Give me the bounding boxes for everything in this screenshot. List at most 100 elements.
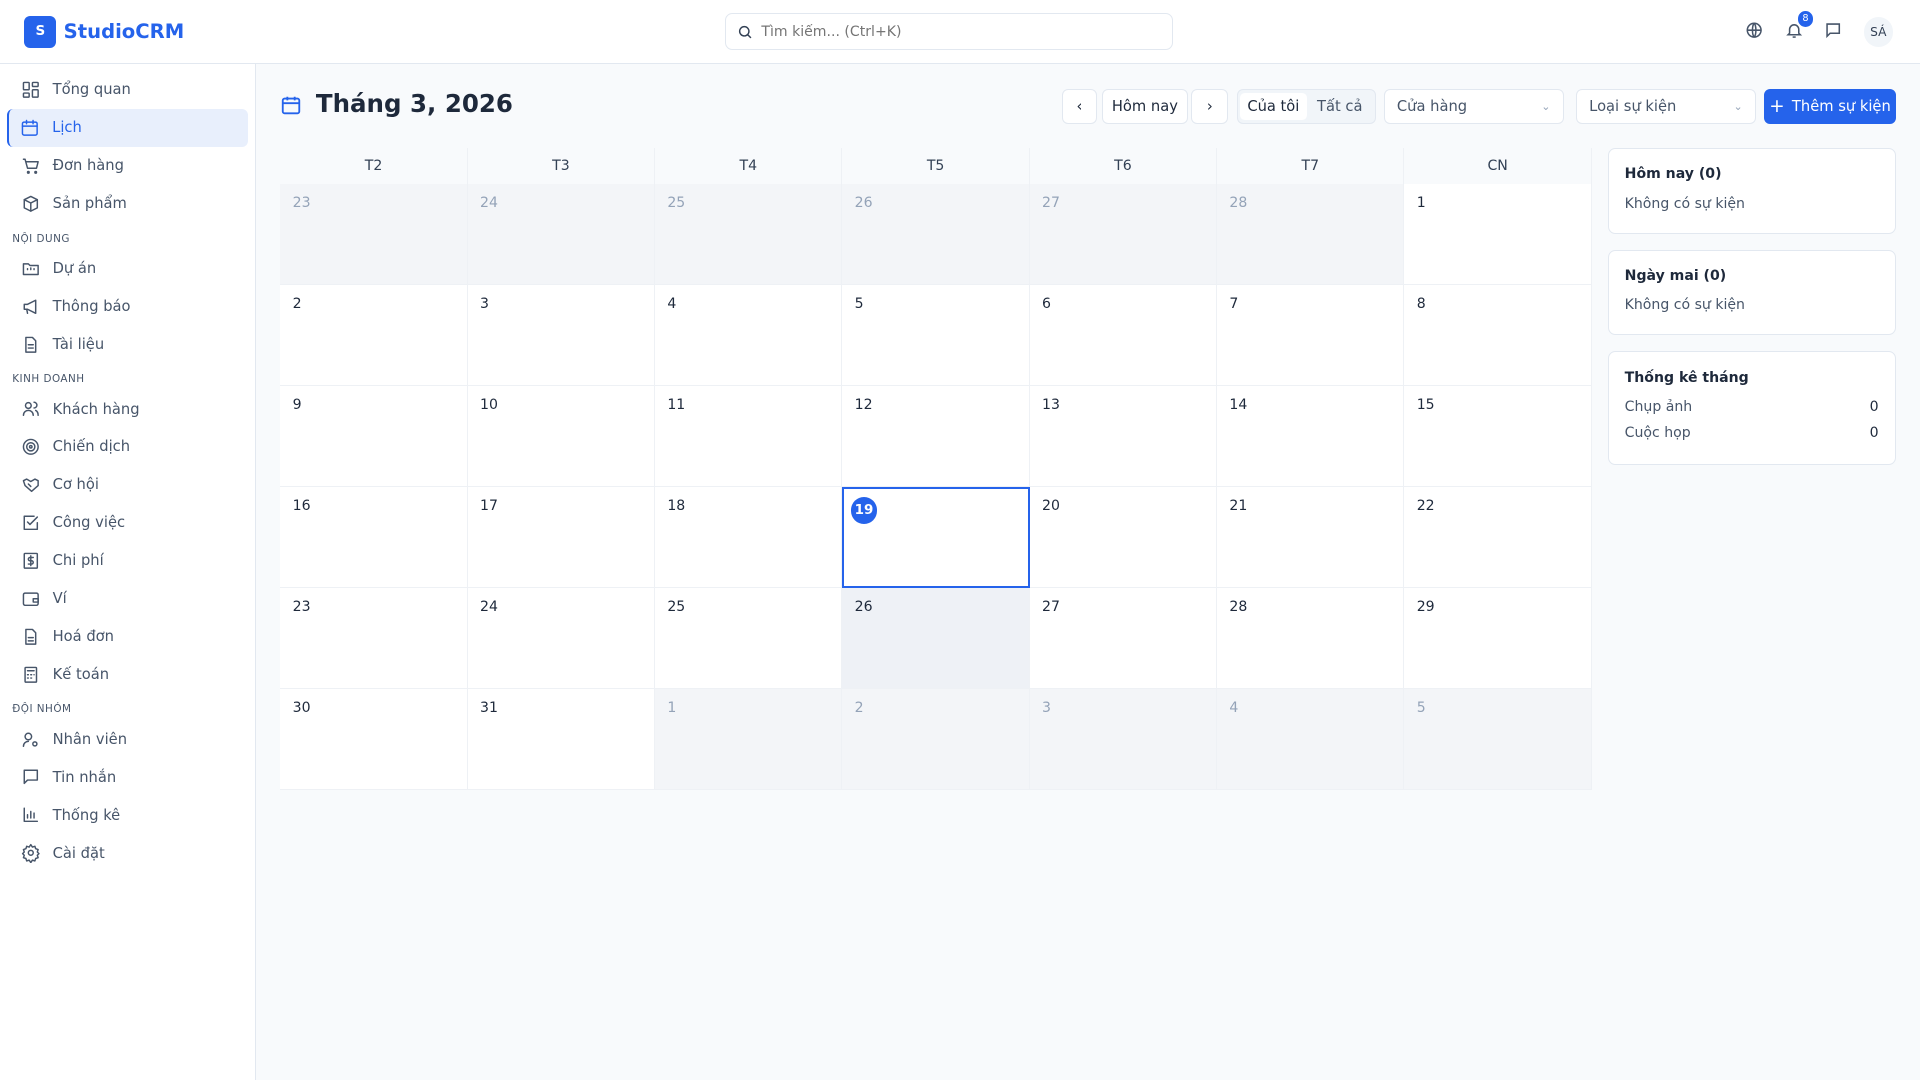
invoice-icon (21, 627, 41, 647)
day-cell[interactable]: 13 (1029, 385, 1218, 487)
sidebar-item-users[interactable]: Khách hàng (7, 390, 247, 428)
sidebar-item-label: Khách hàng (52, 400, 140, 418)
day-cell[interactable]: 6 (1029, 284, 1218, 386)
day-cell[interactable]: 7 (1217, 284, 1405, 386)
sidebar-item-label: Cơ hội (52, 476, 99, 494)
megaphone-icon (21, 297, 41, 317)
day-cell[interactable]: 21 (1217, 486, 1405, 588)
calculator-icon (21, 665, 41, 685)
day-cell[interactable]: 26 (842, 587, 1030, 689)
day-cell[interactable]: 18 (655, 486, 843, 588)
logo[interactable]: S (24, 15, 57, 48)
avatar[interactable]: SÁ (1863, 17, 1894, 47)
day-number: 13 (1042, 396, 1060, 413)
day-cell[interactable]: 12 (842, 385, 1030, 487)
brand-name[interactable]: StudioCRM (63, 19, 185, 43)
globe-icon[interactable] (1745, 21, 1763, 39)
sidebar-item-invoice[interactable]: Hoá đơn (7, 618, 247, 656)
today-button[interactable]: Hôm nay (1102, 89, 1188, 124)
sidebar-item-calculator[interactable]: Kế toán (7, 656, 247, 694)
tab-mine[interactable]: Của tôi (1240, 92, 1307, 121)
day-cell[interactable]: 5 (1404, 688, 1592, 790)
sidebar-item-handshake[interactable]: Cơ hội (7, 466, 247, 504)
search-input[interactable] (761, 23, 1154, 40)
day-cell[interactable]: 17 (467, 486, 656, 588)
day-number: 6 (1042, 295, 1051, 312)
sidebar-item-message[interactable]: Tin nhắn (7, 758, 247, 796)
sidebar-item-settings[interactable]: Cài đặt (7, 834, 247, 872)
sidebar-item-dashboard[interactable]: Tổng quan (7, 71, 247, 109)
sidebar-item-calendar[interactable]: Lịch (7, 108, 248, 147)
sidebar-item-label: Tổng quan (52, 81, 131, 99)
tab-all[interactable]: Tất cả (1316, 98, 1363, 116)
day-cell[interactable]: 1 (1404, 183, 1592, 285)
day-cell[interactable]: 25 (655, 587, 843, 689)
event-type-select[interactable]: Loại sự kiện ⌄ (1575, 89, 1756, 124)
day-cell[interactable]: 9 (280, 385, 468, 487)
day-number: 17 (479, 497, 498, 514)
bell-icon[interactable] (1785, 21, 1803, 39)
sidebar-item-cart[interactable]: Đơn hàng (7, 147, 247, 185)
day-cell[interactable]: 25 (655, 183, 843, 285)
sidebar-item-wallet[interactable]: Ví (7, 580, 247, 618)
day-number: 23 (292, 598, 311, 615)
next-month-button[interactable]: › (1191, 89, 1229, 124)
day-cell[interactable]: 29 (1404, 587, 1592, 689)
document-icon (21, 335, 41, 355)
sidebar-item-dollar[interactable]: Chi phí (7, 542, 247, 580)
day-cell[interactable]: 28 (1217, 587, 1405, 689)
day-cell[interactable]: 4 (655, 284, 843, 386)
day-cell[interactable]: 5 (842, 284, 1030, 386)
month-calendar: T2 T3 T4 T5 T6 T7 CN 23 24 25 26 27 28 1 2 3 4 5 6 7 8 9 10 11… (280, 148, 1592, 790)
sidebar-item-target[interactable]: Chiến dịch (7, 428, 247, 466)
day-number: 7 (1229, 295, 1239, 312)
day-cell[interactable]: 28 (1217, 183, 1405, 285)
day-number: 4 (667, 295, 677, 312)
day-cell[interactable]: 11 (655, 385, 843, 487)
day-cell[interactable]: 16 (280, 486, 468, 588)
day-cell[interactable]: 24 (467, 587, 656, 689)
day-cell[interactable]: 23 (280, 183, 468, 285)
day-cell[interactable]: 10 (467, 385, 656, 487)
prev-month-button[interactable]: ‹ (1061, 89, 1098, 124)
sidebar-item-megaphone[interactable]: Thông báo (7, 287, 247, 325)
day-cell[interactable]: 24 (467, 183, 656, 285)
sidebar-item-document[interactable]: Tài liệu (7, 325, 247, 363)
day-cell[interactable]: 20 (1029, 486, 1218, 588)
day-cell[interactable]: 27 (1029, 587, 1218, 689)
day-cell[interactable]: 14 (1217, 385, 1405, 487)
sidebar-item-folder[interactable]: Dự án (7, 250, 247, 288)
day-cell[interactable]: 2 (280, 284, 468, 386)
day-cell[interactable]: 31 (467, 688, 656, 790)
sidebar-item-box[interactable]: Sản phẩm (7, 185, 247, 223)
day-cell[interactable]: 22 (1404, 486, 1592, 588)
message-icon[interactable] (1824, 21, 1842, 39)
sidebar-item-label: Ví (52, 590, 67, 608)
day-cell[interactable]: 8 (1404, 284, 1592, 386)
sidebar-item-label: Hoá đơn (52, 628, 114, 646)
day-cell[interactable]: 4 (1217, 688, 1405, 790)
day-cell[interactable]: 1 (655, 688, 843, 790)
day-cell[interactable]: 15 (1404, 385, 1592, 487)
day-cell[interactable]: 23 (280, 587, 468, 689)
sidebar-item-chart[interactable]: Thống kê (7, 796, 247, 834)
chart-icon (21, 805, 41, 825)
store-select[interactable]: Cửa hàng ⌄ (1383, 89, 1564, 124)
add-event-button[interactable]: + Thêm sự kiện (1764, 89, 1896, 124)
sidebar-item-checkbox[interactable]: Công việc (7, 504, 247, 542)
stat-label: Chụp ảnh (1624, 399, 1693, 416)
day-cell[interactable]: 3 (1029, 688, 1218, 790)
day-cell[interactable]: 3 (467, 284, 656, 386)
day-cell[interactable]: 26 (842, 183, 1030, 285)
day-cell-today[interactable]: 19 (842, 486, 1030, 588)
day-cell[interactable]: 2 (842, 688, 1030, 790)
card-title: Hôm nay (0) (1624, 166, 1722, 183)
store-select-value: Cửa hàng (1396, 98, 1468, 116)
day-number: 10 (479, 396, 498, 413)
sidebar-item-label: Công việc (52, 514, 126, 532)
day-cell[interactable]: 30 (280, 688, 468, 790)
search-box[interactable] (724, 13, 1174, 51)
day-cell[interactable]: 27 (1029, 183, 1218, 285)
sidebar-item-label: Chiến dịch (52, 438, 131, 456)
sidebar-item-user-gear[interactable]: Nhân viên (7, 720, 247, 758)
